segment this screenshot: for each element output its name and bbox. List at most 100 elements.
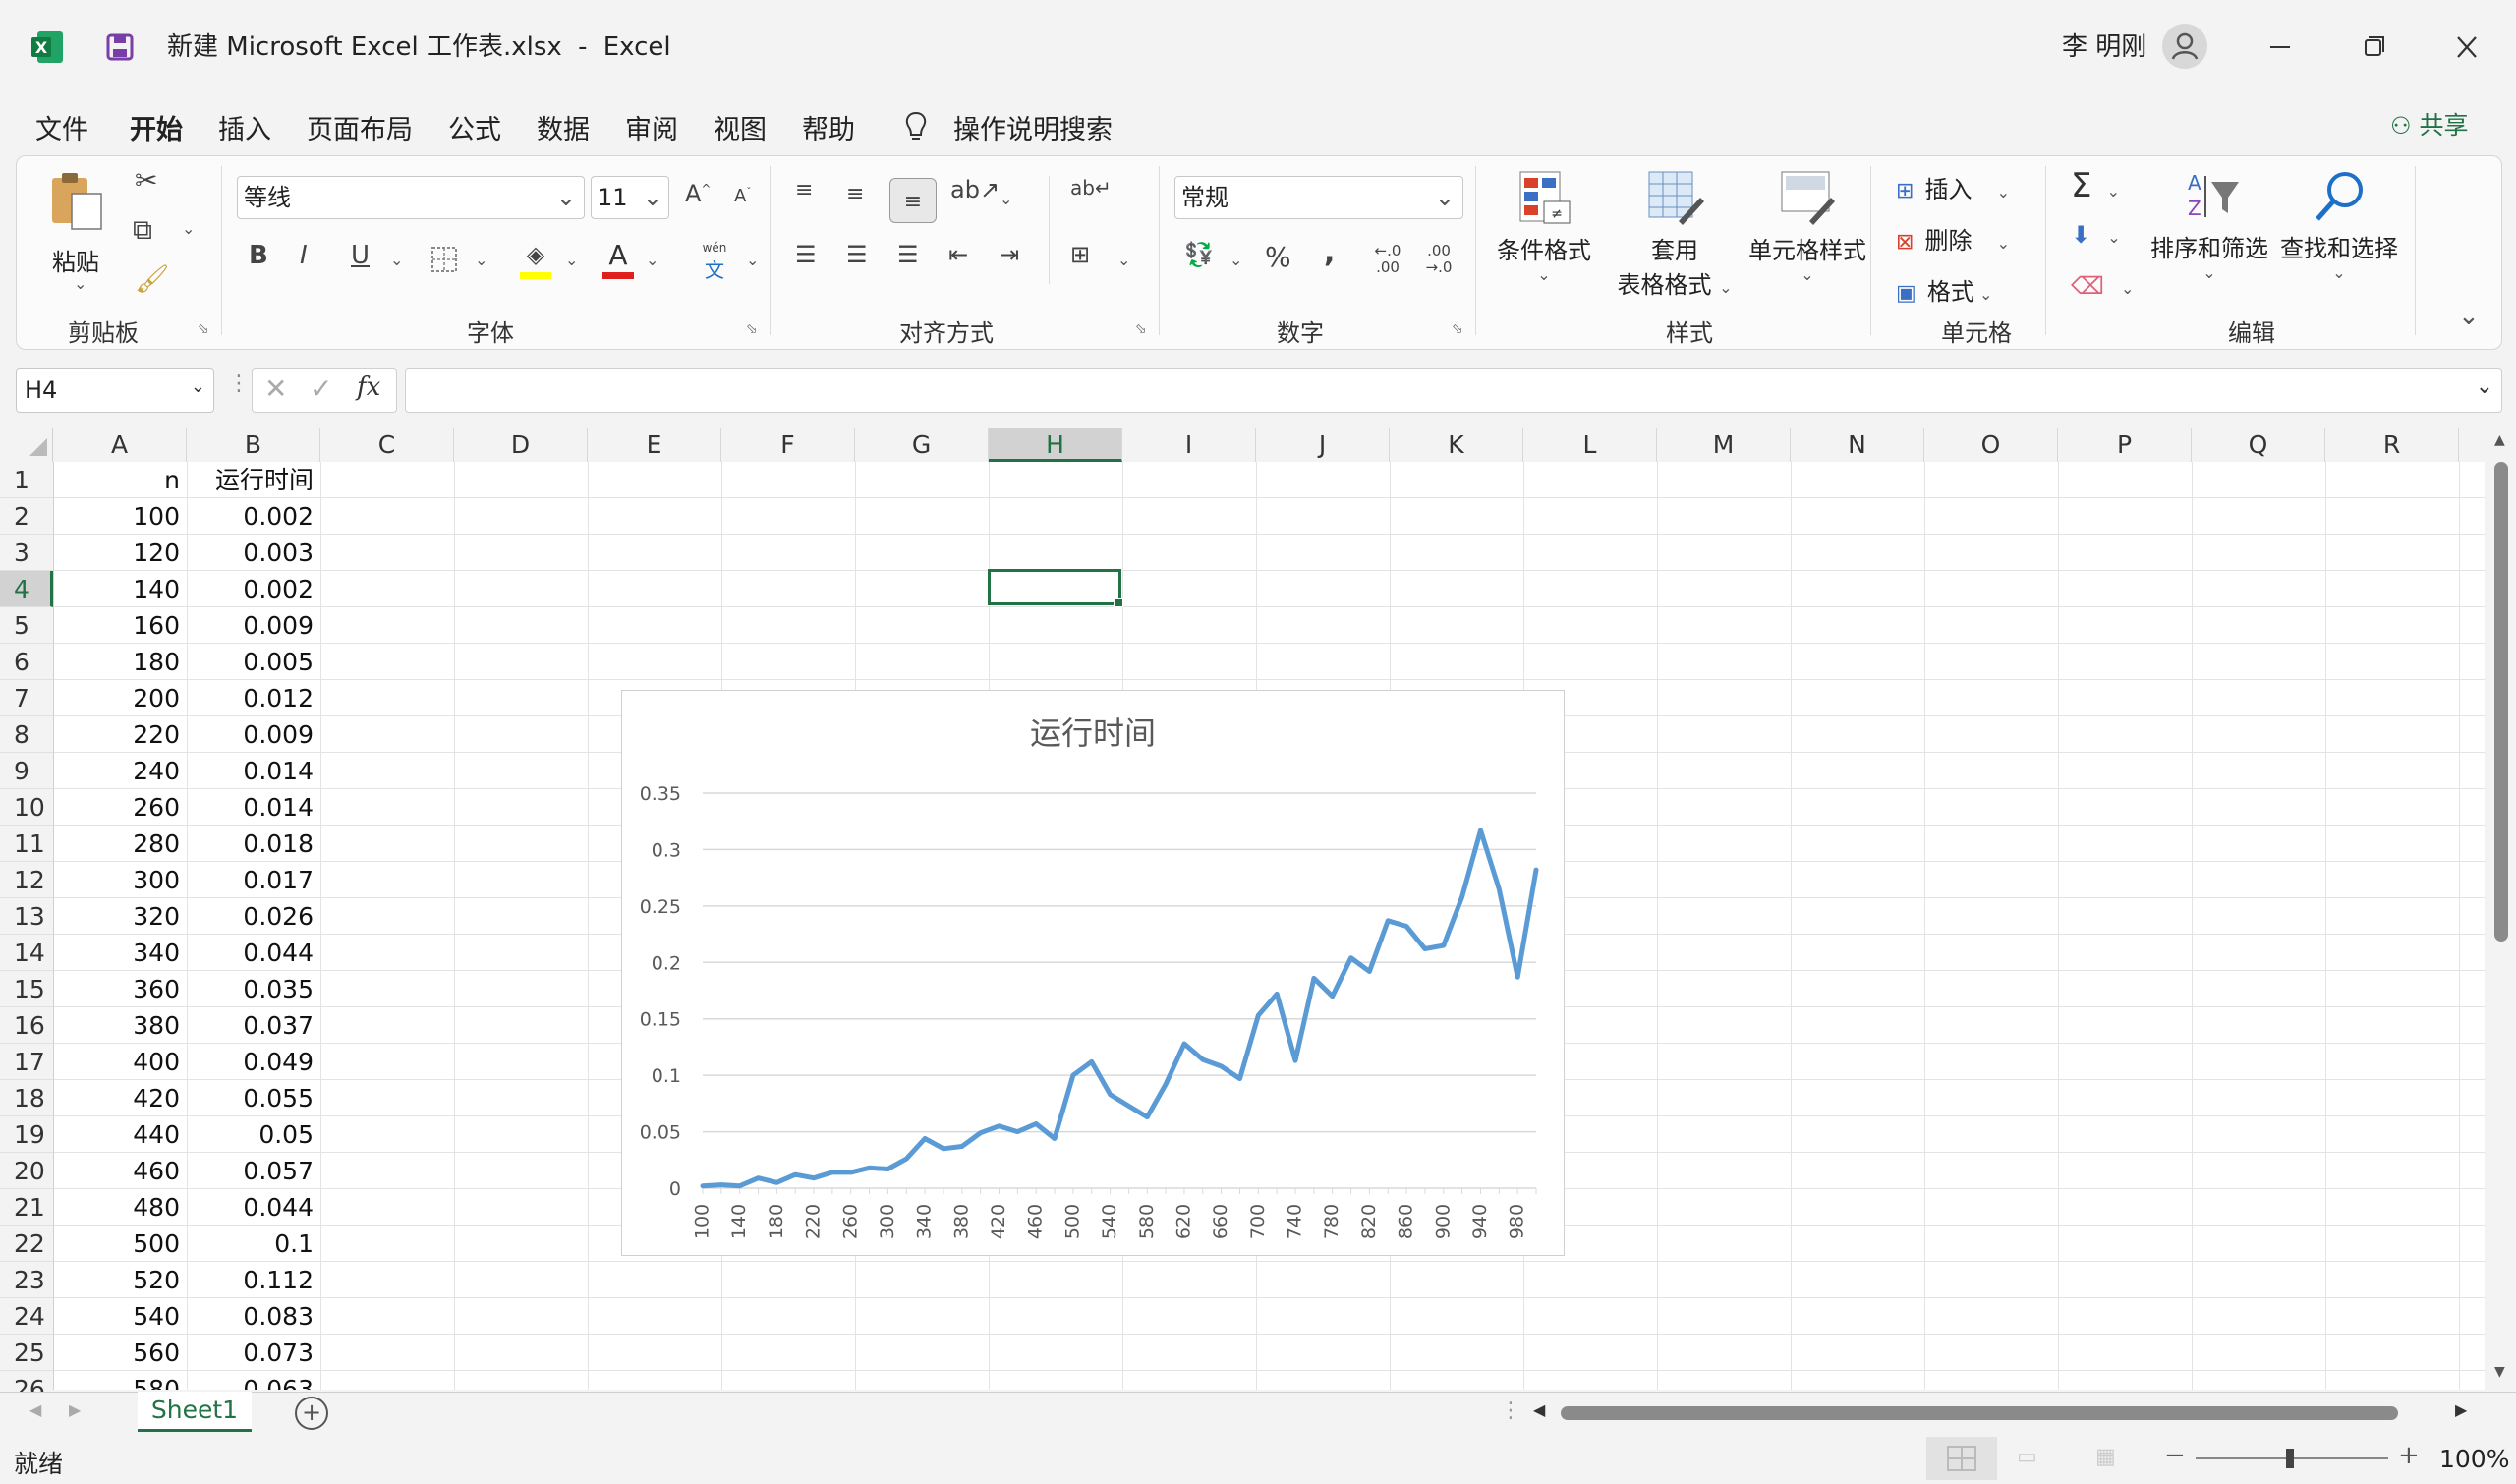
tab-review[interactable]: 审阅	[625, 115, 678, 145]
cell-a6[interactable]: 180	[133, 648, 180, 676]
row-header-21[interactable]: 21	[0, 1189, 53, 1226]
row-header-10[interactable]: 10	[0, 789, 53, 826]
paste-button[interactable]: 粘贴	[46, 168, 105, 276]
row-header-6[interactable]: 6	[0, 644, 53, 680]
cell-b21[interactable]: 0.044	[243, 1193, 314, 1222]
cell-a10[interactable]: 260	[133, 793, 180, 822]
fill-handle[interactable]	[1114, 598, 1123, 607]
column-header-g[interactable]: G	[855, 428, 989, 462]
cell-a15[interactable]: 360	[133, 975, 180, 1003]
format-cells-button[interactable]: ▣ 格式 ⌄	[1896, 278, 1993, 306]
column-header-d[interactable]: D	[454, 428, 588, 462]
cell-b13[interactable]: 0.026	[243, 902, 314, 931]
user-name[interactable]: 李 明刚	[2062, 32, 2147, 62]
select-all-corner[interactable]	[0, 428, 53, 462]
row-header-9[interactable]: 9	[0, 753, 53, 789]
column-header-l[interactable]: L	[1523, 428, 1657, 462]
hscroll-left-arrow[interactable]: ◀	[1533, 1400, 1546, 1419]
column-header-n[interactable]: N	[1791, 428, 1924, 462]
column-header-m[interactable]: M	[1657, 428, 1791, 462]
cell-a12[interactable]: 300	[133, 866, 180, 894]
row-header-3[interactable]: 3	[0, 535, 53, 571]
cell-a11[interactable]: 280	[133, 829, 180, 858]
decrease-indent-icon[interactable]: ⇤	[948, 241, 969, 268]
italic-button[interactable]: I	[300, 241, 308, 270]
insert-function-button[interactable]: fx	[357, 372, 381, 402]
cell-b20[interactable]: 0.057	[243, 1157, 314, 1185]
borders-icon[interactable]	[429, 245, 459, 274]
zoom-level[interactable]: 100%	[2439, 1445, 2510, 1473]
row-header-7[interactable]: 7	[0, 680, 53, 716]
formula-input[interactable]: ⌄	[405, 368, 2502, 413]
percent-button[interactable]: %	[1265, 241, 1291, 273]
hscroll-right-arrow[interactable]: ▶	[2455, 1400, 2468, 1419]
tab-view[interactable]: 视图	[714, 115, 767, 145]
align-left-icon[interactable]: ☰	[795, 241, 817, 268]
clipboard-launcher-icon[interactable]: ⬂	[198, 321, 209, 337]
page-layout-view-button[interactable]: ▭	[2017, 1445, 2037, 1469]
row-header-13[interactable]: 13	[0, 898, 53, 935]
cell-a7[interactable]: 200	[133, 684, 180, 713]
zoom-slider-thumb[interactable]	[2286, 1449, 2294, 1468]
cell-b8[interactable]: 0.009	[243, 720, 314, 749]
scroll-down-arrow[interactable]: ▼	[2494, 1364, 2505, 1380]
autosum-button[interactable]: Σ ⌄	[2071, 166, 2120, 205]
cell-b12[interactable]: 0.017	[243, 866, 314, 894]
cell-b16[interactable]: 0.037	[243, 1011, 314, 1040]
column-header-i[interactable]: I	[1122, 428, 1256, 462]
paste-dropdown-icon[interactable]: ⌄	[74, 274, 87, 293]
cell-a9[interactable]: 240	[133, 757, 180, 785]
row-header-4[interactable]: 4	[0, 571, 53, 607]
font-color-icon[interactable]: A	[600, 239, 636, 280]
font-launcher-icon[interactable]: ⬂	[746, 321, 758, 337]
tab-insert[interactable]: 插入	[218, 115, 271, 145]
cell-a17[interactable]: 400	[133, 1048, 180, 1076]
format-painter-icon[interactable]: 🖌	[135, 262, 170, 295]
cut-icon[interactable]: ✂	[135, 164, 158, 197]
delete-cells-button[interactable]: ⊠ 删除 ⌄	[1896, 227, 2011, 255]
collapse-ribbon-icon[interactable]: ⌄	[2458, 302, 2480, 331]
tab-data[interactable]: 数据	[537, 115, 590, 145]
cell-b26[interactable]: 0.063	[243, 1375, 314, 1390]
row-header-12[interactable]: 12	[0, 862, 53, 898]
row-header-20[interactable]: 20	[0, 1153, 53, 1189]
copy-icon[interactable]: ⧉	[133, 213, 152, 246]
cancel-icon[interactable]: ✕	[264, 372, 288, 405]
row-header-24[interactable]: 24	[0, 1298, 53, 1335]
align-bottom-icon[interactable]: ≡	[889, 178, 937, 223]
number-format-combo[interactable]: 常规 ⌄	[1174, 176, 1463, 219]
lightbulb-icon[interactable]	[902, 110, 930, 143]
cell-b4[interactable]: 0.002	[243, 575, 314, 603]
next-sheet-arrow[interactable]: ▶	[69, 1400, 82, 1419]
row-header-2[interactable]: 2	[0, 498, 53, 535]
cell-a18[interactable]: 420	[133, 1084, 180, 1113]
cell-a13[interactable]: 320	[133, 902, 180, 931]
shrink-font-button[interactable]: Aˇ	[734, 186, 752, 206]
cell-a8[interactable]: 220	[133, 720, 180, 749]
horizontal-scroll-thumb[interactable]	[1561, 1406, 2398, 1420]
align-right-icon[interactable]: ☰	[897, 241, 919, 268]
cell-a20[interactable]: 460	[133, 1157, 180, 1185]
cell-a25[interactable]: 560	[133, 1339, 180, 1367]
phonetic-icon[interactable]: wén 文	[702, 241, 727, 282]
column-header-k[interactable]: K	[1390, 428, 1523, 462]
fill-color-icon[interactable]: ◈	[518, 241, 553, 280]
cell-b25[interactable]: 0.073	[243, 1339, 314, 1367]
share-button[interactable]: ⚇ 共享	[2390, 106, 2468, 142]
row-header-23[interactable]: 23	[0, 1262, 53, 1298]
align-top-icon[interactable]: ≡	[795, 178, 814, 202]
row-header-17[interactable]: 17	[0, 1044, 53, 1080]
row-header-19[interactable]: 19	[0, 1116, 53, 1153]
column-header-j[interactable]: J	[1256, 428, 1390, 462]
cell-b23[interactable]: 0.112	[243, 1266, 314, 1294]
row-header-16[interactable]: 16	[0, 1007, 53, 1044]
normal-view-button[interactable]	[1926, 1437, 1997, 1480]
sheet-tab-sheet1[interactable]: Sheet1	[138, 1392, 252, 1432]
name-box[interactable]: H4 ⌄	[16, 368, 214, 413]
add-sheet-button[interactable]: +	[295, 1397, 328, 1430]
merge-dropdown-icon[interactable]: ⌄	[1117, 251, 1131, 269]
enter-icon[interactable]: ✓	[310, 372, 333, 405]
cell-styles-button[interactable]: 单元格样式 ⌄	[1746, 168, 1868, 284]
tab-help[interactable]: 帮助	[802, 115, 855, 145]
